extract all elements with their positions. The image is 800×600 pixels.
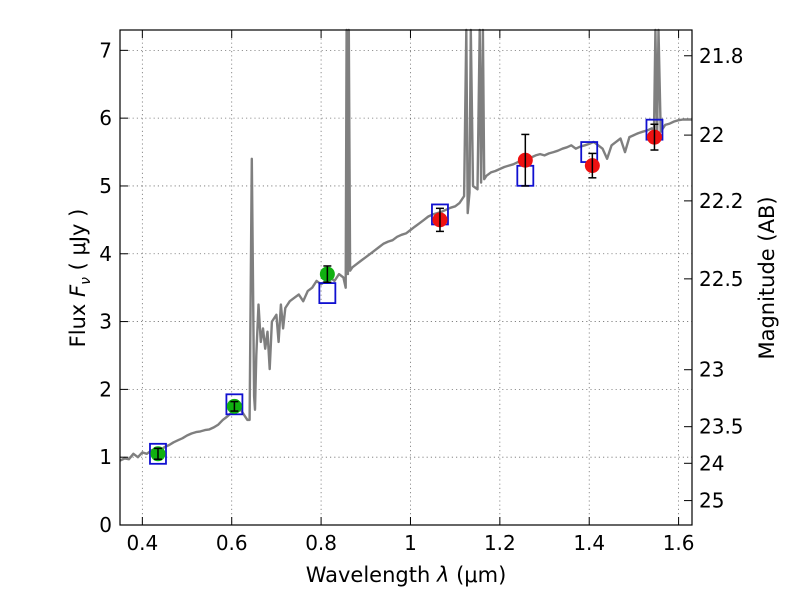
y2-tick-label: 22.5 — [699, 267, 744, 291]
y-axis-label: Flux Fν ( μJy ) — [66, 209, 94, 348]
x-tick-label: 1 — [404, 531, 417, 555]
y2-tick-label: 23 — [699, 358, 724, 382]
model-flux-box — [225, 393, 244, 416]
x-axis-label: Wavelength λ (μm) — [306, 563, 507, 587]
y-tick-label: 2 — [99, 377, 112, 401]
y-tick-label: 6 — [99, 106, 112, 130]
y2-axis-label: Magnitude (AB) — [755, 196, 779, 359]
y-tick-label: 4 — [99, 242, 112, 266]
x-tick-label: 1.2 — [484, 531, 516, 555]
y2-tick-label: 23.5 — [699, 415, 744, 439]
x-tick-label: 1.6 — [663, 531, 695, 555]
y2-tick-label: 21.8 — [699, 44, 744, 68]
observed-photometry — [150, 123, 662, 462]
y-tick-label: 0 — [99, 513, 112, 537]
x-tick-label: 0.6 — [216, 531, 248, 555]
y-tick-label: 5 — [99, 174, 112, 198]
y-tick-label: 3 — [99, 310, 112, 334]
y2-tick-label: 22.2 — [699, 189, 744, 213]
plot-background — [120, 30, 692, 525]
y-tick-label: 1 — [99, 445, 112, 469]
model-flux-box — [149, 442, 167, 465]
plot-frame — [119, 29, 693, 526]
y2-tick-label: 22 — [699, 123, 724, 147]
x-tick-label: 0.4 — [126, 531, 158, 555]
y2-tick-label: 24 — [699, 451, 724, 475]
y2-tick-label: 25 — [699, 489, 724, 513]
y-tick-label: 7 — [99, 38, 112, 62]
x-tick-label: 0.8 — [305, 531, 337, 555]
model-flux-box — [318, 282, 337, 304]
x-tick-label: 1.4 — [573, 531, 605, 555]
